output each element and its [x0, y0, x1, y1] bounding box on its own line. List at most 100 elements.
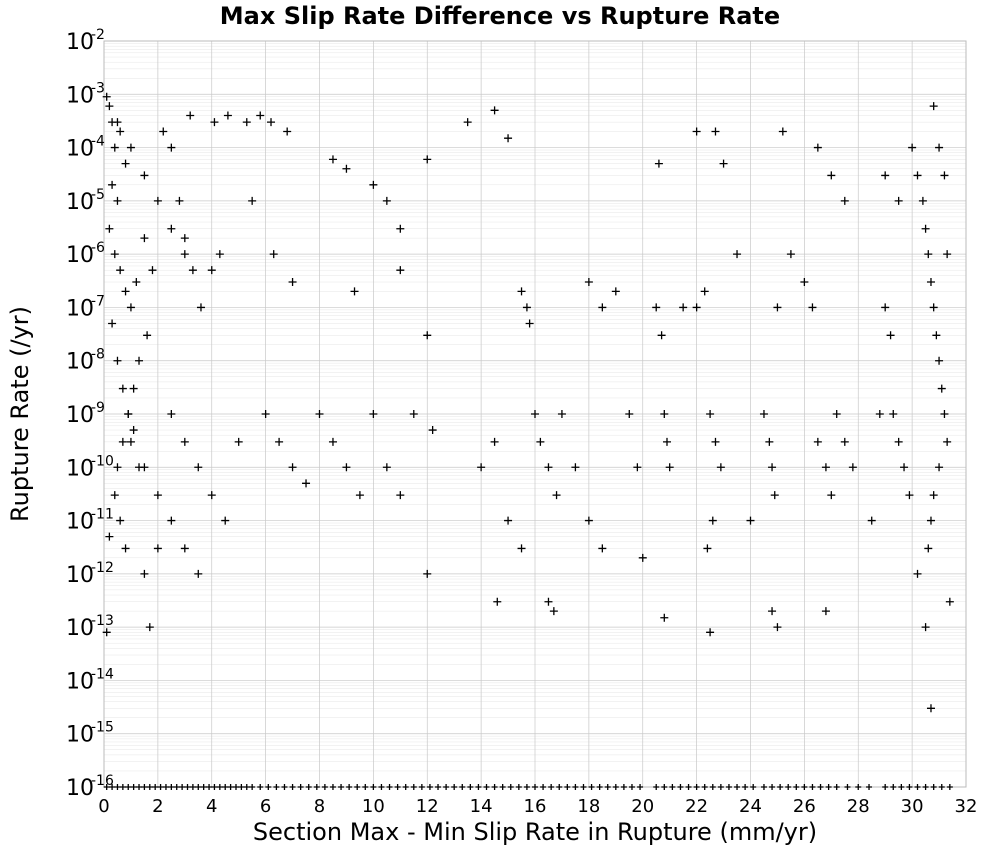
zero-rate-point — [750, 784, 757, 790]
zero-rate-point — [890, 784, 897, 790]
data-point — [660, 613, 669, 622]
y-tick-exponent: -7 — [91, 293, 105, 309]
data-point — [145, 623, 154, 632]
data-point — [940, 410, 949, 418]
zero-rate-point — [855, 784, 862, 790]
zero-rate-point — [238, 784, 245, 790]
zero-rate-point — [628, 784, 635, 790]
zero-rate-point — [653, 784, 660, 790]
data-point — [140, 171, 149, 180]
data-point — [935, 143, 944, 152]
data-point — [867, 516, 876, 525]
data-point — [186, 111, 195, 120]
zero-rate-ticks — [103, 784, 953, 790]
zero-rate-point — [370, 784, 377, 790]
y-tick-exponent: -12 — [91, 560, 114, 576]
data-point — [315, 410, 324, 418]
data-point — [180, 544, 189, 553]
y-tick-base: 10 — [66, 456, 94, 481]
data-point — [625, 410, 634, 418]
data-point — [180, 250, 189, 259]
data-point — [140, 569, 149, 578]
data-point — [167, 410, 176, 418]
data-point — [633, 463, 642, 472]
data-point — [196, 303, 205, 312]
data-point — [711, 437, 720, 446]
y-tick-base: 10 — [66, 403, 94, 428]
data-point — [544, 463, 553, 472]
data-point — [716, 463, 725, 472]
data-point — [428, 426, 437, 435]
zero-rate-point — [620, 784, 627, 790]
zero-rate-point — [499, 784, 506, 790]
y-tick-exponent: -15 — [91, 720, 114, 736]
data-point — [121, 287, 130, 296]
y-tick-exponent: -6 — [91, 240, 105, 256]
zero-rate-point — [785, 784, 792, 790]
data-point — [369, 410, 378, 418]
y-tick-exponent: -9 — [91, 400, 105, 416]
data-point — [832, 410, 841, 418]
zero-rate-point — [588, 784, 595, 790]
data-point — [665, 463, 674, 472]
zero-rate-point — [833, 784, 840, 790]
zero-rate-point — [701, 784, 708, 790]
data-point — [113, 118, 122, 127]
x-tick-label: 18 — [577, 796, 600, 817]
zero-rate-point — [523, 784, 530, 790]
chart-title: Max Slip Rate Difference vs Rupture Rate — [220, 2, 780, 30]
data-point — [929, 491, 938, 500]
data-point — [657, 331, 666, 340]
data-point — [813, 437, 822, 446]
data-point — [768, 463, 777, 472]
y-axis-label: Rupture Rate (/yr) — [6, 306, 34, 522]
y-tick-base: 10 — [66, 243, 94, 268]
data-point — [900, 463, 909, 472]
data-point — [525, 319, 534, 328]
data-point — [167, 224, 176, 233]
y-tick-base: 10 — [66, 776, 94, 801]
data-point — [463, 118, 472, 127]
data-point — [215, 250, 224, 259]
data-point — [517, 287, 526, 296]
zero-rate-point — [313, 784, 320, 790]
data-point — [929, 303, 938, 312]
data-point — [708, 516, 717, 525]
data-point — [821, 607, 830, 616]
zero-rate-point — [410, 784, 417, 790]
zero-rate-point — [515, 784, 522, 790]
data-point — [918, 196, 927, 205]
data-point — [778, 127, 787, 136]
data-point — [350, 287, 359, 296]
zero-rate-point — [844, 784, 851, 790]
zero-rate-point — [548, 784, 555, 790]
zero-rate-point — [426, 784, 433, 790]
data-point — [768, 607, 777, 616]
zero-rate-point — [709, 784, 716, 790]
data-point — [113, 356, 122, 365]
zero-rate-point — [483, 784, 490, 790]
data-point — [105, 102, 114, 111]
data-point — [929, 102, 938, 111]
data-point — [935, 463, 944, 472]
y-tick-exponent: -8 — [91, 347, 105, 363]
y-tick-exponent: -11 — [91, 507, 114, 523]
data-point — [652, 303, 661, 312]
y-tick-exponent: -5 — [91, 187, 105, 203]
zero-rate-point — [119, 784, 126, 790]
data-point — [118, 437, 127, 446]
data-point — [423, 569, 432, 578]
zero-rate-point — [402, 784, 409, 790]
zero-rate-point — [136, 784, 143, 790]
data-point — [848, 463, 857, 472]
y-tick-exponent: -3 — [91, 80, 105, 96]
zero-rate-point — [103, 784, 110, 790]
data-point — [786, 250, 795, 259]
zero-rate-point — [491, 784, 498, 790]
data-point — [180, 437, 189, 446]
data-point — [223, 111, 232, 120]
data-point — [105, 224, 114, 233]
data-point — [770, 491, 779, 500]
data-point — [132, 278, 141, 287]
